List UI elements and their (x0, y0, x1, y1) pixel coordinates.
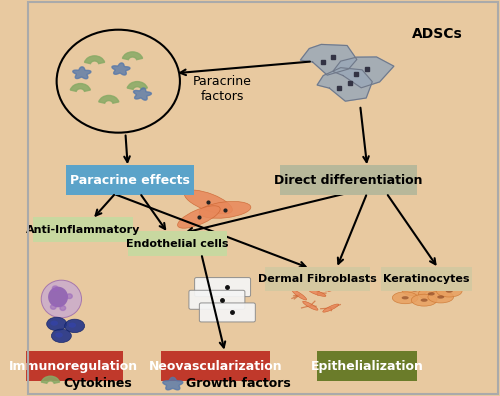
Ellipse shape (437, 295, 444, 299)
Text: Anti-Inflammatory: Anti-Inflammatory (26, 225, 140, 235)
Polygon shape (73, 67, 91, 79)
Ellipse shape (436, 285, 462, 297)
FancyBboxPatch shape (382, 267, 472, 291)
Ellipse shape (52, 329, 72, 343)
Text: ADSCs: ADSCs (412, 27, 463, 41)
Text: Growth factors: Growth factors (186, 377, 291, 390)
Circle shape (52, 286, 58, 291)
Ellipse shape (402, 296, 408, 299)
Ellipse shape (328, 283, 344, 291)
FancyBboxPatch shape (24, 352, 123, 381)
Ellipse shape (68, 322, 76, 328)
Ellipse shape (41, 280, 82, 318)
FancyBboxPatch shape (266, 267, 370, 291)
Polygon shape (300, 44, 357, 75)
FancyBboxPatch shape (66, 166, 194, 195)
Text: Epithelialization: Epithelialization (311, 360, 424, 373)
Ellipse shape (418, 288, 444, 300)
Ellipse shape (302, 301, 318, 310)
Ellipse shape (199, 202, 251, 218)
Ellipse shape (292, 290, 306, 300)
Wedge shape (127, 82, 148, 89)
Circle shape (66, 294, 72, 299)
Ellipse shape (411, 288, 418, 291)
Ellipse shape (446, 289, 453, 293)
Polygon shape (163, 377, 183, 390)
Text: Direct differentiation: Direct differentiation (274, 174, 422, 187)
Wedge shape (42, 376, 60, 383)
Wedge shape (84, 56, 104, 64)
FancyBboxPatch shape (189, 290, 245, 309)
Ellipse shape (412, 294, 437, 306)
Ellipse shape (50, 321, 58, 326)
Text: Neovascularization: Neovascularization (148, 360, 282, 373)
Ellipse shape (309, 290, 326, 296)
FancyBboxPatch shape (128, 231, 228, 256)
Wedge shape (70, 84, 90, 91)
Circle shape (60, 306, 66, 310)
Text: Paracrine effects: Paracrine effects (70, 174, 190, 187)
FancyBboxPatch shape (200, 303, 256, 322)
Ellipse shape (420, 299, 428, 302)
Wedge shape (98, 95, 119, 103)
Circle shape (50, 305, 56, 309)
Ellipse shape (46, 317, 66, 331)
Ellipse shape (178, 206, 220, 228)
Ellipse shape (64, 319, 84, 333)
Ellipse shape (55, 333, 63, 337)
FancyBboxPatch shape (33, 217, 132, 242)
Polygon shape (112, 63, 130, 75)
Ellipse shape (392, 292, 418, 304)
Polygon shape (317, 68, 372, 101)
Ellipse shape (428, 291, 454, 303)
Ellipse shape (322, 304, 338, 312)
Text: Paracrine
factors: Paracrine factors (193, 75, 252, 103)
Ellipse shape (184, 190, 232, 214)
Polygon shape (134, 88, 152, 100)
Ellipse shape (48, 287, 68, 307)
Wedge shape (122, 52, 142, 60)
FancyBboxPatch shape (318, 352, 417, 381)
Text: Endothelial cells: Endothelial cells (126, 238, 229, 249)
Ellipse shape (402, 284, 427, 296)
Text: Immunoregulation: Immunoregulation (8, 360, 138, 373)
FancyBboxPatch shape (280, 166, 417, 195)
FancyBboxPatch shape (161, 352, 270, 381)
Text: Keratinocytes: Keratinocytes (384, 274, 470, 284)
FancyBboxPatch shape (194, 278, 250, 297)
Ellipse shape (428, 292, 435, 295)
Text: Cytokines: Cytokines (64, 377, 132, 390)
Text: Dermal Fibroblasts: Dermal Fibroblasts (258, 274, 377, 284)
Polygon shape (333, 57, 394, 88)
